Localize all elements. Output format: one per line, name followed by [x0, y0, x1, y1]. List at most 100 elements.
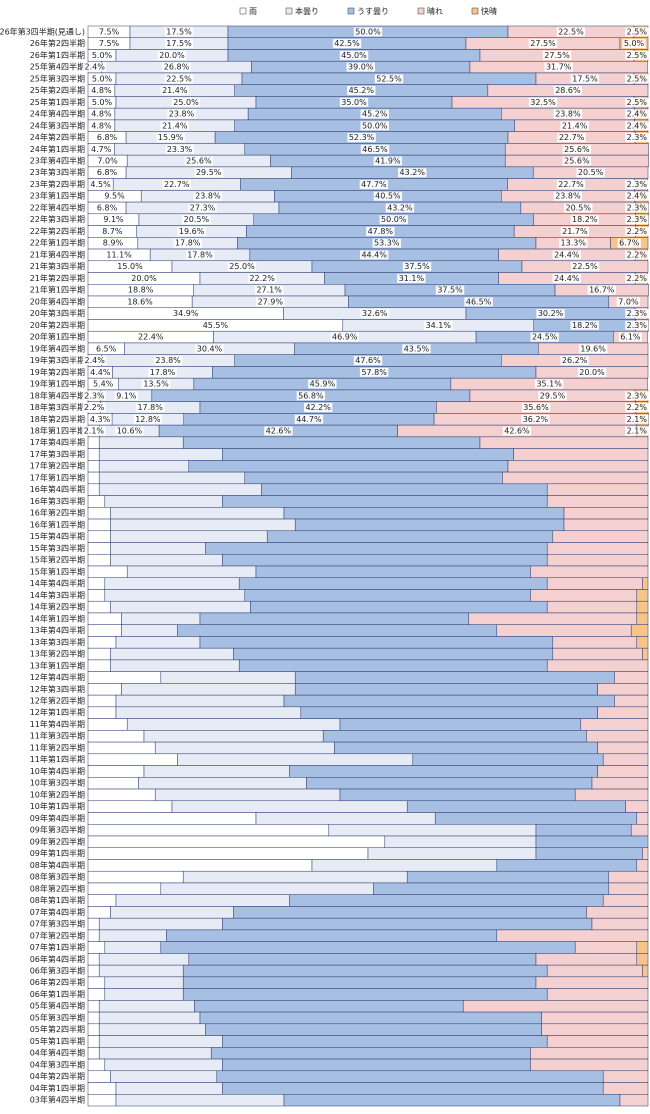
bar-segment: [283, 1094, 621, 1107]
y-tick-label: 15年第4四半期: [30, 531, 85, 541]
data-label-bg: [617, 238, 641, 248]
data-label-bg: [625, 273, 649, 283]
data-label: 32.6%: [362, 309, 388, 318]
bar-segment: [535, 824, 632, 837]
data-label: 11.1%: [106, 250, 132, 259]
data-label: 41.9%: [375, 157, 401, 166]
data-label: 50.0%: [355, 27, 381, 36]
data-label-bg: [625, 109, 649, 119]
data-label-bg: [88, 414, 112, 424]
bar-segment: [171, 800, 408, 813]
data-label: 15.0%: [117, 262, 143, 271]
bar-segment: [222, 1082, 604, 1095]
data-label-bg: [625, 226, 649, 236]
bar-segment: [87, 894, 117, 907]
data-label: 43.2%: [400, 168, 426, 177]
data-label: 32.5%: [530, 98, 556, 107]
bar-segment: [546, 577, 643, 590]
bar-segment: [642, 964, 649, 978]
bar-segment: [87, 777, 139, 790]
bar-segment: [177, 624, 498, 637]
data-label: 2.2%: [627, 403, 648, 412]
data-label: 22.7%: [164, 180, 190, 189]
bar-segment: [530, 1058, 649, 1072]
data-label-bg: [562, 144, 592, 154]
bar-segment: [104, 941, 162, 954]
bar-segment: [87, 589, 106, 602]
y-tick-label: 18年第1四半期: [30, 426, 85, 436]
y-tick-label: 12年第1四半期: [30, 707, 85, 717]
data-label-bg: [135, 403, 165, 413]
data-label: 2.4%: [85, 356, 106, 365]
y-tick-label: 06年第4四半期: [30, 954, 85, 964]
data-label: 37.5%: [404, 262, 430, 271]
y-tick-label: 06年第3四半期: [30, 966, 85, 976]
y-tick-label: 18年第3四半期: [30, 402, 85, 412]
bar-segment: [188, 953, 537, 966]
data-label: 27.3%: [190, 203, 216, 212]
data-label: 7.0%: [97, 157, 118, 166]
bar-segment: [87, 495, 106, 508]
y-tick-label: 11年第4四半期: [30, 719, 85, 729]
data-label: 2.3%: [627, 321, 648, 330]
bar-segment: [98, 1011, 201, 1025]
data-label-bg: [347, 86, 376, 96]
bar-segment: [104, 976, 184, 989]
data-label: 6.8%: [97, 168, 118, 177]
bar-segment: [608, 870, 649, 884]
data-label-bg: [339, 50, 369, 60]
y-tick-label: 16年第2四半期: [30, 508, 85, 518]
bar-segment: [199, 636, 554, 649]
data-label: 23.8%: [155, 356, 181, 365]
data-label: 47.7%: [361, 180, 387, 189]
data-label: 22.7%: [558, 180, 584, 189]
data-label-bg: [625, 133, 649, 143]
y-tick-label: 13年第1四半期: [30, 660, 85, 670]
bar-segment: [115, 1082, 223, 1095]
bar-segment: [115, 706, 302, 719]
bar-segment: [597, 683, 649, 696]
data-label: 13.3%: [561, 239, 587, 248]
legend-swatch: [417, 7, 425, 15]
data-label: 5.4%: [93, 380, 114, 389]
data-label-bg: [618, 332, 643, 342]
bar-segment: [367, 847, 537, 860]
bar-segment: [244, 589, 531, 602]
data-label: 42.6%: [504, 427, 530, 436]
data-label: 17.5%: [572, 74, 598, 83]
y-tick-label: 05年第1四半期: [30, 1036, 85, 1046]
bar-segment: [110, 518, 296, 532]
y-tick-label: 18年第4四半期: [30, 390, 85, 400]
data-label-bg: [625, 250, 649, 260]
bar-segment: [87, 460, 100, 473]
data-label: 2.1%: [627, 427, 648, 436]
bar-segment: [496, 929, 649, 942]
y-tick-label: 15年第3四半期: [30, 543, 85, 553]
data-label: 7.5%: [99, 27, 120, 36]
bar-segment: [205, 1023, 542, 1036]
data-label: 44.7%: [296, 415, 322, 424]
y-tick-label: 07年第4四半期: [30, 907, 85, 917]
bar-segment: [87, 1082, 117, 1095]
data-label-bg: [88, 179, 113, 189]
data-label-bg: [538, 391, 567, 401]
bar-segment: [597, 741, 649, 755]
bar-segment: [602, 753, 649, 766]
bar-segment: [222, 495, 548, 508]
data-label-bg: [89, 86, 114, 96]
data-label-bg: [339, 97, 369, 107]
data-label: 7.5%: [99, 39, 120, 48]
data-label-bg: [625, 414, 649, 424]
y-tick-label: 17年第4四半期: [30, 437, 85, 447]
y-tick-label: 26年第2四半期: [30, 38, 85, 48]
data-label-bg: [164, 39, 194, 49]
data-label-bg: [435, 285, 465, 295]
bar-segment: [98, 964, 184, 978]
bar-segment: [87, 624, 122, 637]
data-label-bg: [556, 179, 586, 189]
bar-segment: [87, 647, 111, 661]
data-label-bg: [129, 273, 159, 283]
data-label: 18.2%: [572, 321, 598, 330]
bar-segment: [322, 730, 587, 743]
data-label-bg: [126, 285, 155, 295]
